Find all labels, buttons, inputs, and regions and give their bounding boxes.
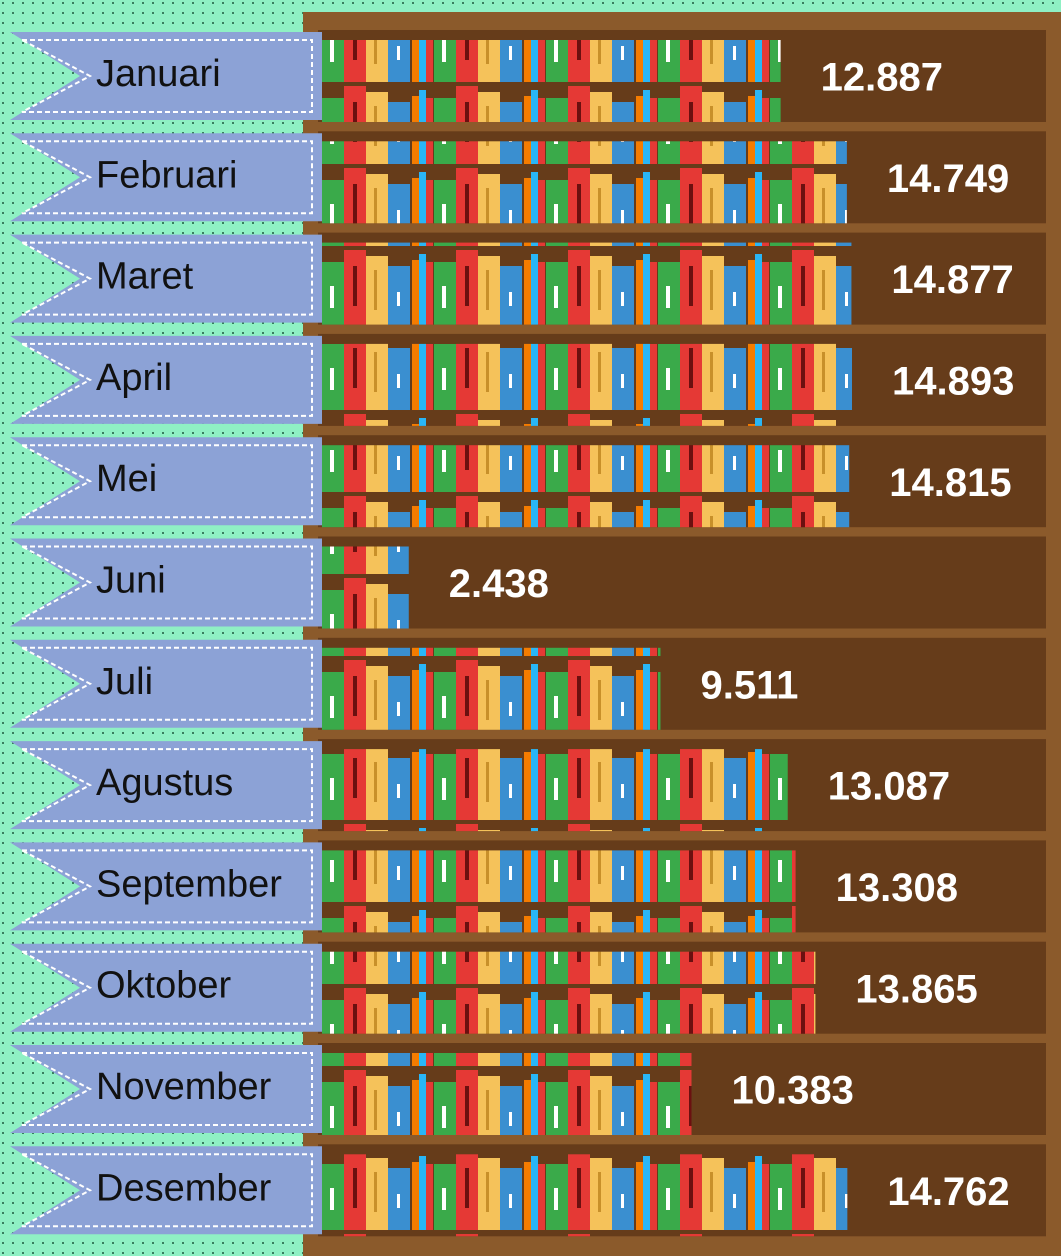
bar xyxy=(322,749,788,832)
value-label: 10.383 xyxy=(732,1069,854,1113)
ribbon-stitch xyxy=(21,140,313,215)
category-label: November xyxy=(96,1066,272,1108)
value-label: 14.893 xyxy=(892,359,1014,403)
ribbon-stitch xyxy=(21,849,313,924)
ribbon-stitch xyxy=(21,950,313,1025)
bar xyxy=(322,1053,692,1135)
ribbon-stitch xyxy=(21,444,313,519)
bar xyxy=(322,242,852,325)
value-label: 13.865 xyxy=(855,967,977,1011)
value-label: 13.087 xyxy=(828,765,950,809)
category-label: Agustus xyxy=(96,762,233,804)
value-label: 14.749 xyxy=(887,157,1009,201)
category-label: Januari xyxy=(96,53,221,95)
value-label: 12.887 xyxy=(821,56,943,100)
value-label: 14.762 xyxy=(887,1170,1009,1214)
ribbon-stitch xyxy=(21,39,313,113)
ribbon xyxy=(10,943,322,1032)
bar xyxy=(322,647,661,730)
ribbon-stitch xyxy=(21,545,313,620)
ribbon-stitch xyxy=(21,1153,313,1228)
ribbon xyxy=(10,639,322,728)
ribbon xyxy=(10,538,322,627)
category-label: September xyxy=(96,863,282,905)
ribbon xyxy=(10,335,322,424)
bar xyxy=(322,445,850,528)
category-label: Februari xyxy=(96,154,238,196)
bar xyxy=(322,343,852,426)
ribbon xyxy=(10,133,322,222)
category-label: Desember xyxy=(96,1167,272,1209)
ribbon xyxy=(10,741,322,830)
shelf-compartment xyxy=(318,536,1046,629)
bar xyxy=(322,546,409,629)
category-label: April xyxy=(96,357,172,399)
ribbon-stitch xyxy=(21,342,313,417)
category-label: Juli xyxy=(96,661,153,703)
category-label: Juni xyxy=(96,560,166,602)
bar xyxy=(322,40,781,122)
ribbon-stitch xyxy=(21,748,313,823)
ribbon-stitch xyxy=(21,241,313,316)
category-label: Oktober xyxy=(96,965,232,1007)
ribbon-stitch xyxy=(21,1052,313,1126)
ribbon-stitch xyxy=(21,646,313,721)
bar xyxy=(322,850,796,933)
value-label: 14.815 xyxy=(889,461,1011,505)
ribbon xyxy=(10,842,322,931)
ribbon xyxy=(10,1045,322,1133)
value-label: 9.511 xyxy=(700,663,798,707)
value-label: 14.877 xyxy=(891,258,1013,302)
bar xyxy=(322,141,847,224)
ribbon xyxy=(10,32,322,120)
ribbon xyxy=(10,234,322,323)
value-label: 13.308 xyxy=(836,866,958,910)
category-label: Maret xyxy=(96,256,194,298)
ribbon xyxy=(10,1146,322,1235)
ribbon xyxy=(10,437,322,526)
category-label: Mei xyxy=(96,458,157,500)
bar xyxy=(322,1154,848,1237)
bar xyxy=(322,951,816,1034)
value-label: 2.438 xyxy=(449,562,549,606)
